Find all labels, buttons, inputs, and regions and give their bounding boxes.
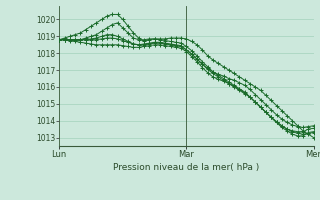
X-axis label: Pression niveau de la mer( hPa ): Pression niveau de la mer( hPa )	[113, 163, 260, 172]
